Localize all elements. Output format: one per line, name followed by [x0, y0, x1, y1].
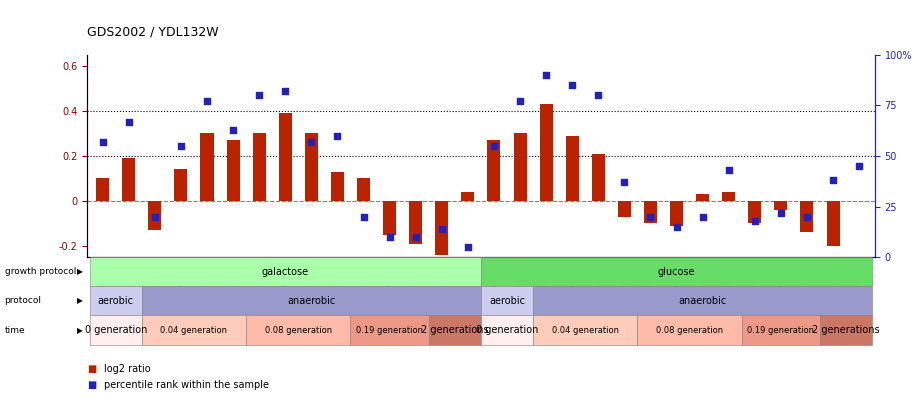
Text: ▶: ▶ — [77, 296, 82, 305]
Bar — [514, 133, 527, 201]
Text: time: time — [5, 326, 26, 335]
Text: 0 generation: 0 generation — [84, 325, 147, 335]
Bar — [670, 201, 683, 226]
Text: 0.04 generation: 0.04 generation — [551, 326, 618, 335]
Bar — [383, 201, 396, 234]
Point — [200, 98, 214, 104]
Point — [278, 88, 292, 94]
Bar — [122, 158, 136, 201]
Point — [800, 213, 814, 220]
Point — [147, 213, 162, 220]
Text: ▶: ▶ — [77, 267, 82, 276]
Point — [95, 139, 110, 145]
Bar — [174, 169, 188, 201]
Point — [382, 234, 397, 240]
Bar — [357, 179, 370, 201]
Point — [225, 126, 240, 133]
Point — [617, 179, 632, 185]
Text: 0.08 generation: 0.08 generation — [265, 326, 332, 335]
Point — [252, 92, 267, 98]
Point — [565, 82, 580, 88]
Text: 0.19 generation: 0.19 generation — [356, 326, 423, 335]
Bar — [435, 201, 448, 255]
Bar — [801, 201, 813, 232]
Text: growth protocol: growth protocol — [5, 267, 76, 276]
Point — [722, 167, 736, 173]
Text: 2 generations: 2 generations — [421, 325, 488, 335]
Point — [513, 98, 528, 104]
Text: 2 generations: 2 generations — [812, 325, 880, 335]
Text: percentile rank within the sample: percentile rank within the sample — [104, 380, 268, 390]
Text: anaerobic: anaerobic — [679, 296, 726, 306]
Point — [434, 226, 449, 232]
Point — [330, 132, 344, 139]
Bar — [331, 172, 344, 201]
Bar — [826, 201, 840, 246]
Text: aerobic: aerobic — [489, 296, 525, 306]
Point — [825, 177, 840, 183]
Point — [122, 118, 136, 125]
Point — [304, 139, 319, 145]
Point — [591, 92, 605, 98]
Point — [356, 213, 371, 220]
Bar — [774, 201, 788, 210]
Bar — [748, 201, 761, 224]
Bar — [226, 140, 240, 201]
Bar — [96, 179, 109, 201]
Bar — [540, 104, 552, 201]
Text: anaerobic: anaerobic — [288, 296, 335, 306]
Text: galactose: galactose — [262, 267, 309, 277]
Text: log2 ratio: log2 ratio — [104, 364, 150, 374]
Bar — [487, 140, 500, 201]
Point — [539, 72, 553, 78]
Bar — [592, 153, 605, 201]
Text: ■: ■ — [87, 364, 96, 374]
Point — [670, 224, 684, 230]
Text: ■: ■ — [87, 380, 96, 390]
Point — [409, 234, 423, 240]
Bar — [148, 201, 161, 230]
Bar — [305, 133, 318, 201]
Point — [747, 217, 762, 224]
Text: 0.08 generation: 0.08 generation — [656, 326, 723, 335]
Text: protocol: protocol — [5, 296, 41, 305]
Text: ▶: ▶ — [77, 326, 82, 335]
Text: glucose: glucose — [658, 267, 695, 277]
Bar — [253, 133, 266, 201]
Bar — [278, 113, 292, 201]
Point — [852, 163, 867, 169]
Point — [486, 143, 501, 149]
Text: 0 generation: 0 generation — [475, 325, 539, 335]
Text: 0.19 generation: 0.19 generation — [747, 326, 814, 335]
Bar — [566, 136, 579, 201]
Bar — [644, 201, 657, 224]
Text: 0.04 generation: 0.04 generation — [160, 326, 227, 335]
Point — [695, 213, 710, 220]
Bar — [201, 133, 213, 201]
Point — [773, 209, 788, 216]
Bar — [462, 192, 474, 201]
Bar — [409, 201, 422, 244]
Text: aerobic: aerobic — [98, 296, 134, 306]
Point — [643, 213, 658, 220]
Text: GDS2002 / YDL132W: GDS2002 / YDL132W — [87, 26, 219, 38]
Bar — [696, 194, 709, 201]
Bar — [618, 201, 631, 217]
Bar — [722, 192, 736, 201]
Point — [461, 244, 475, 250]
Point — [174, 143, 189, 149]
